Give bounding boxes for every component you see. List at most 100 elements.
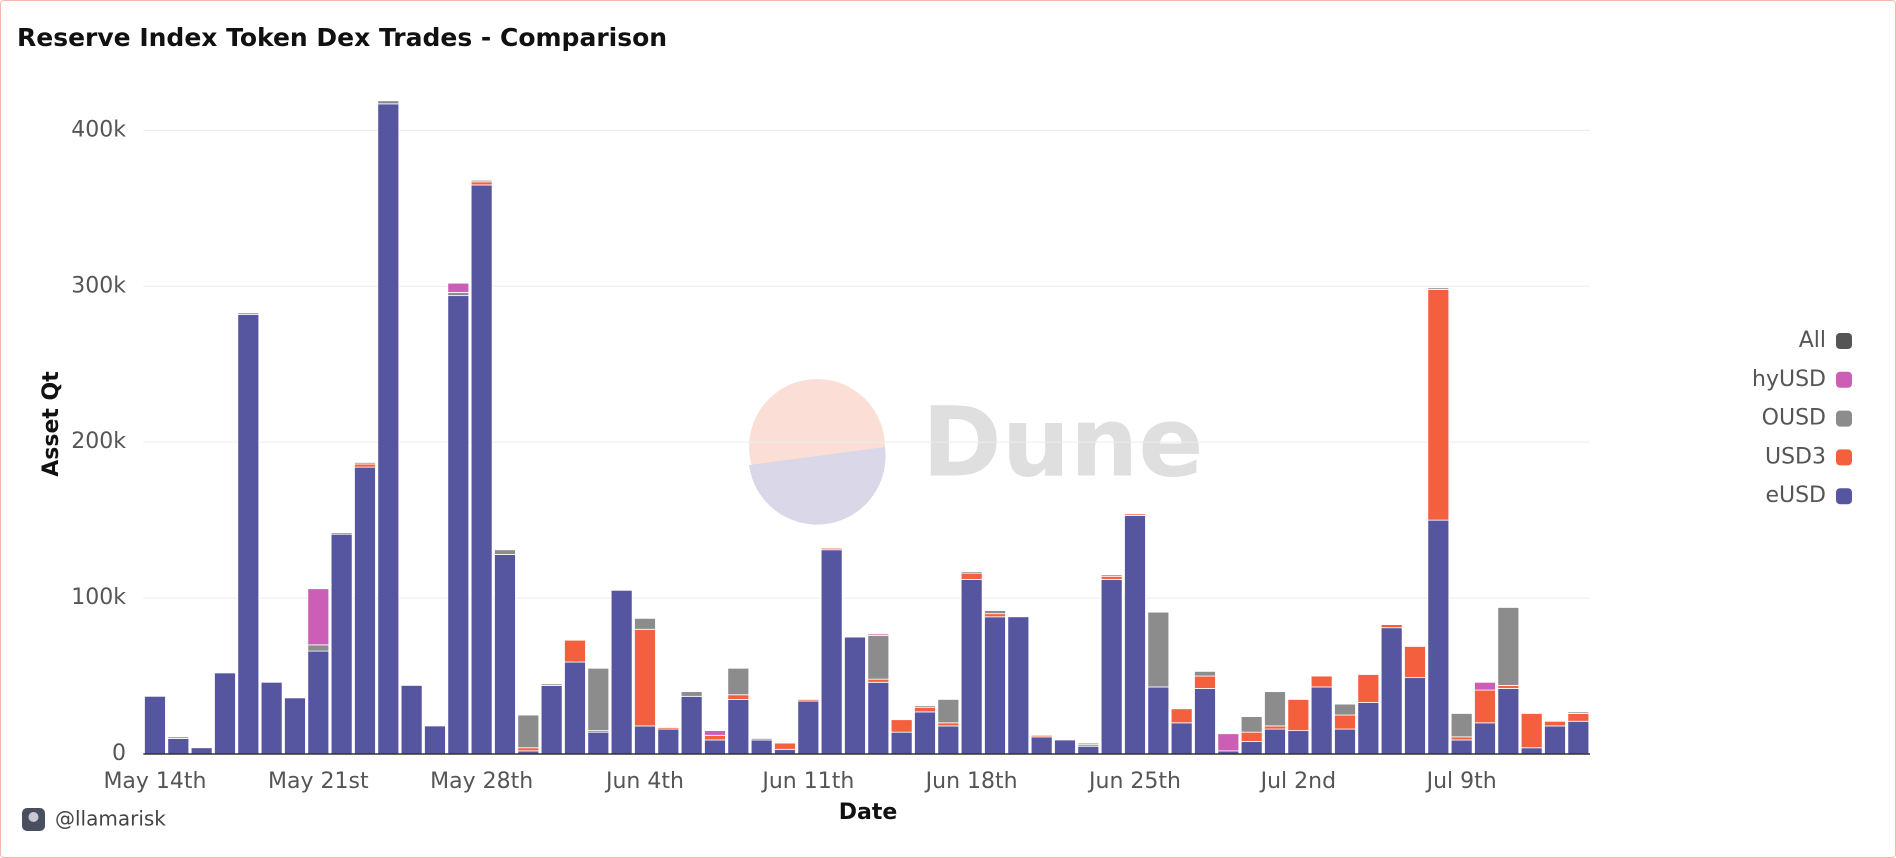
bar-segment [284, 697, 306, 755]
legend-label: All [1799, 328, 1826, 353]
bar-segment [984, 616, 1006, 755]
bar-segment [680, 691, 703, 697]
bar-segment [610, 589, 633, 755]
bar-segment [984, 610, 1006, 615]
bar-segment [1147, 611, 1170, 688]
bar-segment [680, 695, 703, 755]
bar-segment [1170, 722, 1193, 755]
bar-segment [1520, 713, 1543, 749]
bar-segment [1567, 711, 1590, 714]
bar-segment [1100, 575, 1123, 580]
bar-segment [1194, 675, 1216, 689]
bar-segment [704, 734, 726, 741]
bar-segment [867, 678, 890, 683]
bar-segment [237, 313, 260, 755]
author-name: @llamarisk [55, 807, 166, 831]
legend-swatch [1836, 371, 1852, 388]
bar-segment [634, 617, 656, 630]
bar-segment [750, 738, 773, 741]
bar-segment [214, 672, 236, 755]
bar-segment [1217, 733, 1240, 752]
bar-segment [1030, 734, 1053, 738]
bar-segment [1334, 728, 1356, 755]
x-tick-label: May 28th [430, 769, 533, 794]
bar-segment [704, 739, 726, 755]
bar-segment [470, 181, 493, 186]
bar-segment [494, 554, 516, 755]
bar-segment [1497, 607, 1520, 686]
bar-segment [1100, 574, 1123, 577]
bar-segment [867, 633, 890, 636]
bar-segment [330, 533, 353, 755]
bar-segment [960, 578, 983, 755]
bar-segment [1450, 736, 1473, 741]
legend-swatch [1836, 333, 1852, 349]
bar-segment [1404, 646, 1426, 679]
bar-segment [1030, 736, 1053, 755]
bar-segment [1147, 686, 1170, 755]
bar-segment [1264, 725, 1286, 730]
bar-segment [1474, 722, 1496, 755]
bar-segment [1310, 675, 1333, 688]
bar-segment [1474, 681, 1496, 691]
bar-segment [1450, 739, 1473, 755]
bar-segment [1054, 739, 1076, 755]
y-tick-label: 400k [71, 117, 126, 142]
bar-segment [144, 695, 166, 755]
bar-segment [354, 463, 376, 468]
bar-segment [1194, 688, 1216, 755]
bar-segment [1124, 513, 1146, 516]
bar-segment [1497, 685, 1520, 689]
bar-segment [307, 650, 330, 755]
bar-segment [307, 588, 330, 646]
bar-segment [190, 747, 213, 755]
bar-segment [1334, 714, 1356, 730]
bar-segment [1474, 689, 1496, 724]
bar-segment [330, 532, 353, 535]
legend-swatch [1836, 488, 1852, 505]
bar-segment [1240, 716, 1263, 733]
bar-segment [1544, 725, 1566, 755]
bar-segment [960, 572, 983, 580]
bar-segment [890, 731, 913, 755]
bar-segment [914, 711, 936, 755]
bar-segment [377, 100, 400, 105]
bar-segment [704, 730, 726, 736]
x-tick-label: Jun 25th [1087, 769, 1181, 794]
bar-segment [937, 725, 960, 755]
bar-segment [1264, 691, 1286, 727]
bar-segment [1450, 713, 1473, 738]
y-axis-label: Asset Qt [39, 371, 64, 477]
bar-segment [1404, 677, 1426, 755]
x-tick-label: May 21st [268, 769, 369, 794]
bar-segment [727, 694, 750, 700]
bar-segment [657, 727, 680, 730]
chart-title: Reserve Index Token Dex Trades - Compari… [17, 23, 667, 52]
bar-segment [657, 728, 680, 755]
bar-segment [1240, 741, 1263, 755]
bar-segment [167, 738, 190, 755]
bar-segment [634, 725, 656, 755]
bar-segment [470, 184, 493, 755]
legend-label: hyUSD [1752, 367, 1826, 392]
bar-segment [1567, 720, 1590, 755]
watermark-logo-part [749, 447, 886, 525]
bar-segment [797, 699, 820, 702]
bar-segment [960, 571, 983, 574]
bar-segment [517, 747, 540, 752]
x-tick-label: Jun 18th [924, 769, 1018, 794]
bar-segment [1427, 519, 1450, 755]
x-tick-label: Jul 2nd [1259, 769, 1336, 794]
avatar-face [28, 812, 39, 822]
bar-segment [1007, 616, 1030, 755]
y-tick-label: 300k [71, 273, 126, 298]
bar-segment [1380, 627, 1403, 755]
bar-segment [260, 681, 283, 755]
bar-segment [494, 549, 516, 555]
bar-segment [937, 699, 960, 724]
bar-segment [307, 644, 330, 652]
bar-segment [727, 699, 750, 755]
bar-segment [470, 179, 493, 183]
bar-segment [1194, 670, 1216, 677]
bar-segment [540, 685, 563, 755]
